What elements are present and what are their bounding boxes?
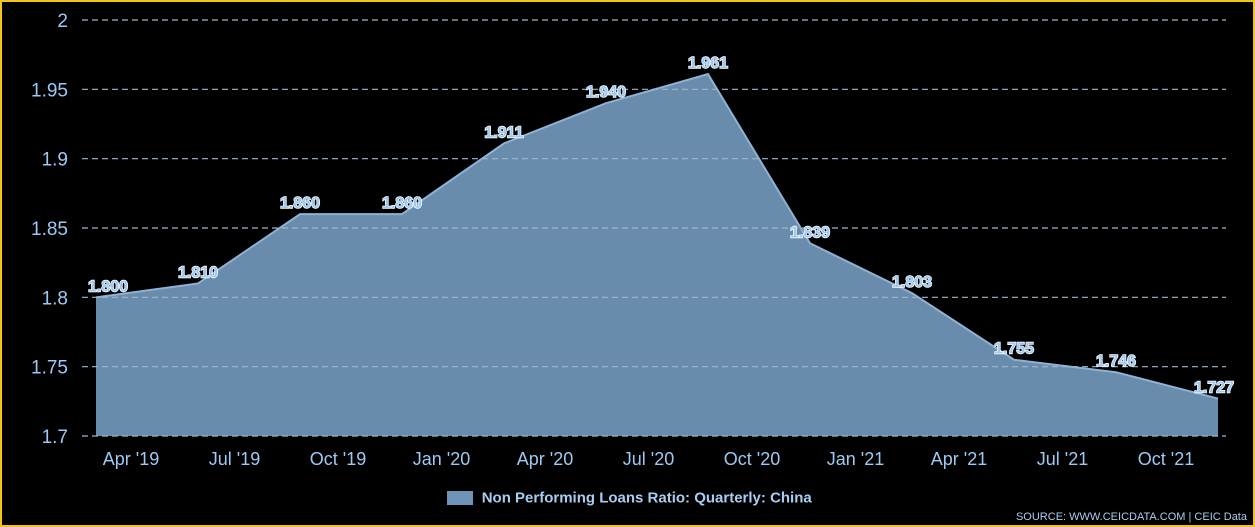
data-label: 1.800 [88,278,128,295]
data-label: 1.940 [586,84,626,101]
legend: Non Performing Loans Ratio: Quarterly: C… [2,489,1255,507]
x-tick-label: Oct '20 [724,449,780,469]
x-tick-label: Oct '19 [310,449,366,469]
y-tick-label: 2 [57,11,68,32]
data-label: 1.746 [1096,353,1136,370]
x-tick-label: Jan '21 [827,449,884,469]
data-label: 1.911 [484,124,523,141]
y-tick-label: 1.8 [42,288,68,309]
area-fill [96,74,1218,436]
x-tick-label: Apr '21 [931,449,987,469]
data-label: 1.860 [382,195,422,212]
x-tick-label: Jan '20 [413,449,470,469]
data-label: 1.839 [790,224,830,241]
legend-swatch [447,490,474,505]
x-tick-label: Jul '21 [1037,449,1088,469]
y-tick-label: 1.95 [31,80,68,101]
data-label: 1.810 [178,264,218,281]
x-tick-label: Apr '19 [103,449,159,469]
area-chart: 2 1.95 1.9 1.85 1.8 1.75 1.7 Apr '19 Jul '19 Oct … [31,11,1235,469]
y-tick-label: 1.7 [42,427,68,448]
y-tick-label: 1.85 [31,219,68,240]
data-label: 1.860 [280,195,320,212]
y-tick-label: 1.9 [42,150,68,171]
y-tick-label: 1.75 [31,358,68,379]
data-label: 1.961 [688,55,728,72]
legend-label: Non Performing Loans Ratio: Quarterly: C… [481,489,812,507]
data-label: 1.755 [994,341,1034,358]
x-tick-label: Oct '21 [1138,449,1194,469]
source-note: SOURCE: WWW.CEICDATA.COM | CEIC Data [1015,511,1247,523]
data-label: 1.727 [1194,380,1234,397]
x-tick-label: Jul '20 [623,449,674,469]
x-tick-label: Jul '19 [209,449,260,469]
series-line [95,72,1219,400]
data-label: 1.803 [892,274,932,291]
x-tick-label: Apr '20 [517,449,573,469]
